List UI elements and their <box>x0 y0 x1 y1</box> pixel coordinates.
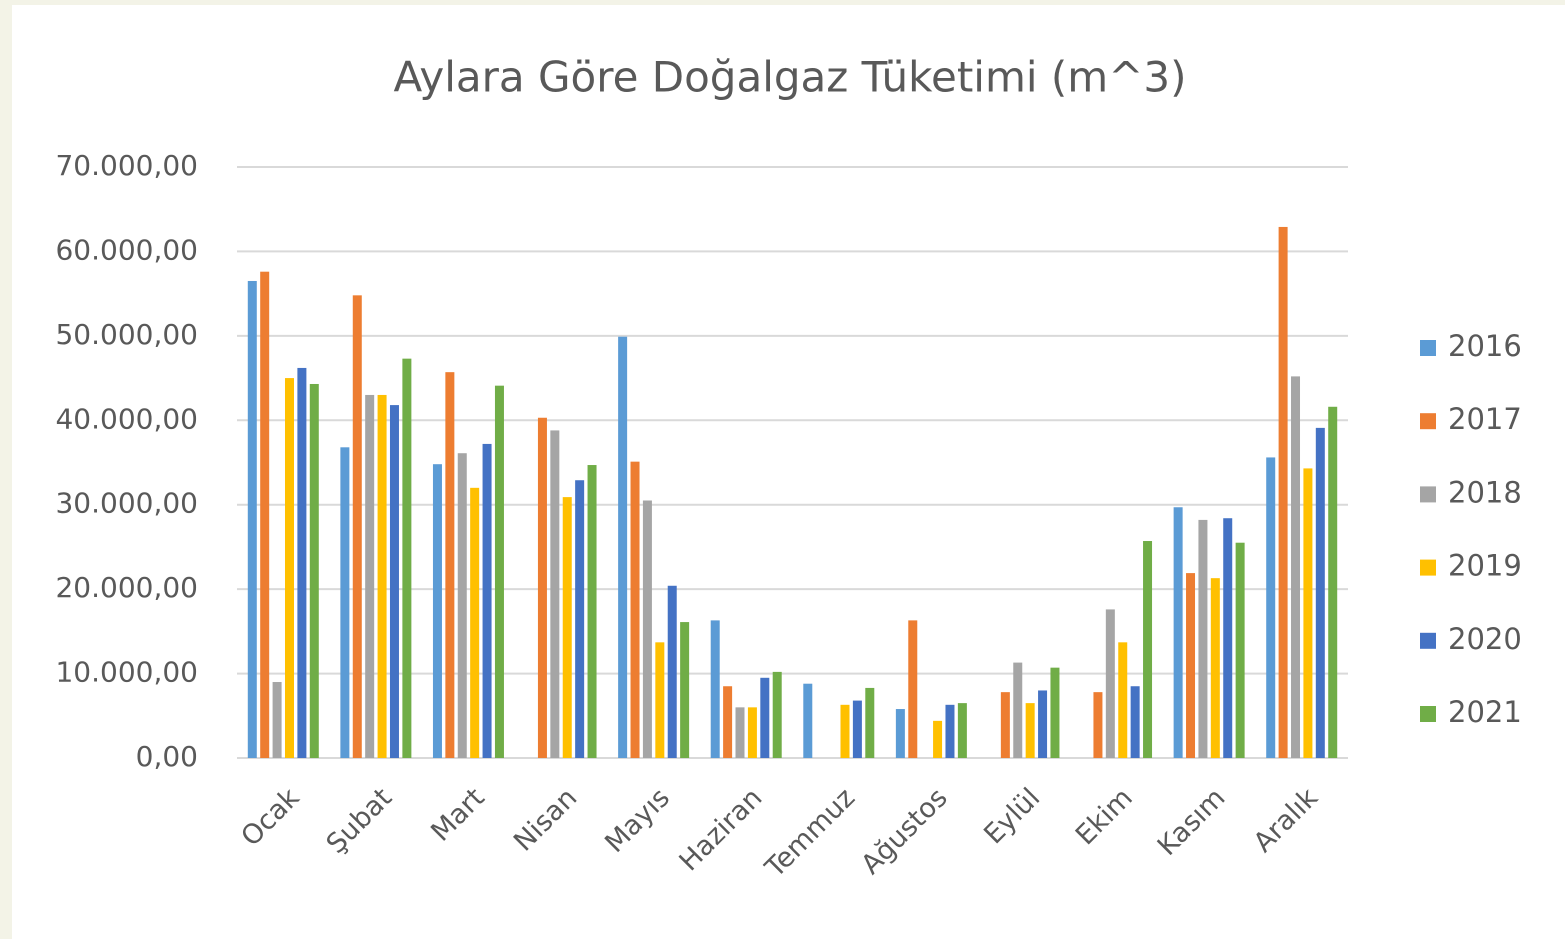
bar <box>1278 226 1288 759</box>
bar <box>735 707 745 758</box>
bar <box>389 405 399 758</box>
bar <box>1235 542 1245 758</box>
bar <box>618 336 628 758</box>
bar <box>1198 519 1208 758</box>
bar <box>297 367 307 758</box>
bar <box>1118 642 1128 758</box>
bar <box>482 443 492 758</box>
y-tick-label: 50.000,00 <box>55 318 198 351</box>
bar <box>1266 457 1276 758</box>
legend-swatch <box>1420 340 1436 356</box>
bar <box>550 430 560 758</box>
bar <box>260 271 270 758</box>
y-tick-label: 60.000,00 <box>55 233 198 266</box>
bar <box>272 682 282 758</box>
bar <box>933 720 943 758</box>
bar <box>1105 609 1115 758</box>
legend-label: 2017 <box>1448 402 1522 436</box>
legend-swatch <box>1420 706 1436 722</box>
bar <box>945 704 955 758</box>
bar <box>957 703 967 758</box>
bar <box>655 642 665 758</box>
bar <box>1050 667 1060 758</box>
bar <box>840 704 850 758</box>
bar <box>562 497 572 758</box>
bar <box>445 372 455 758</box>
bar <box>1093 692 1103 758</box>
legend-label: 2019 <box>1448 549 1522 583</box>
bar <box>457 453 467 758</box>
bar <box>1025 703 1035 758</box>
legend-swatch <box>1420 559 1436 576</box>
bar <box>1328 406 1338 758</box>
bar <box>494 385 504 758</box>
bar <box>803 683 813 758</box>
legend-swatch <box>1420 632 1436 649</box>
y-tick-label: 0,00 <box>136 740 198 773</box>
legend-swatch <box>1420 486 1436 503</box>
bar <box>1210 578 1220 758</box>
chart-title: Aylara Göre Doğalgaz Tüketimi (m^3) <box>393 53 1186 102</box>
bar <box>630 461 640 758</box>
bar <box>309 383 319 758</box>
bar <box>1315 427 1325 758</box>
bar <box>587 465 597 758</box>
bar <box>710 620 720 758</box>
bar <box>537 417 547 758</box>
legend-label: 2020 <box>1448 622 1522 656</box>
bar <box>747 707 757 758</box>
bar <box>908 620 918 758</box>
bar <box>1013 662 1023 758</box>
bar <box>760 677 770 758</box>
bar <box>247 280 257 758</box>
bar <box>852 700 862 758</box>
bar <box>432 464 442 758</box>
bar <box>1173 507 1183 758</box>
y-tick-label: 70.000,00 <box>55 149 198 182</box>
legend-label: 2016 <box>1448 329 1522 363</box>
bar <box>1186 573 1196 758</box>
legend-swatch <box>1420 413 1436 430</box>
bar <box>723 686 733 758</box>
bar <box>1223 518 1233 758</box>
bar <box>402 358 412 758</box>
bar <box>470 487 480 758</box>
bar <box>352 295 362 758</box>
bar <box>340 447 350 758</box>
bar <box>365 394 375 758</box>
bar <box>1291 376 1301 758</box>
bar <box>284 378 294 758</box>
bar <box>1303 468 1313 758</box>
bar <box>1130 686 1140 758</box>
bar <box>377 394 387 758</box>
y-tick-label: 30.000,00 <box>55 487 198 520</box>
bar <box>895 709 905 758</box>
y-tick-label: 20.000,00 <box>55 571 198 604</box>
bar <box>642 500 652 758</box>
bar <box>575 480 585 758</box>
bar <box>1038 690 1048 758</box>
bar <box>680 622 690 758</box>
bar <box>667 585 677 758</box>
legend-label: 2018 <box>1448 475 1522 509</box>
bar <box>772 671 782 758</box>
bar <box>1143 541 1153 758</box>
y-tick-label: 40.000,00 <box>55 402 198 435</box>
legend-label: 2021 <box>1448 695 1522 729</box>
bar <box>865 687 875 758</box>
y-tick-label: 10.000,00 <box>55 656 198 689</box>
bar <box>1000 692 1010 758</box>
